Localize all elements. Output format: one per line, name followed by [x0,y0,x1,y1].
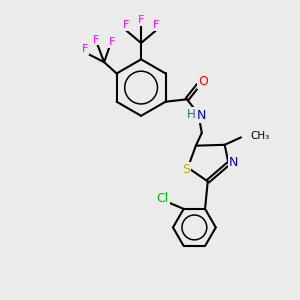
Text: F: F [153,20,160,31]
Text: Cl: Cl [157,192,169,205]
Text: O: O [198,75,208,88]
Text: S: S [182,163,190,176]
Text: N: N [197,109,206,122]
Text: F: F [138,15,144,26]
Text: H: H [187,108,196,121]
Text: F: F [93,34,99,45]
Text: N: N [229,155,239,169]
Text: F: F [109,37,116,47]
Text: CH₃: CH₃ [250,131,270,141]
Text: F: F [122,20,129,31]
Text: F: F [82,44,88,54]
